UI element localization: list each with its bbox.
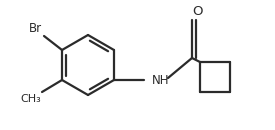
Text: NH: NH [152, 73, 169, 86]
Text: Br: Br [29, 22, 42, 35]
Text: CH₃: CH₃ [20, 94, 41, 104]
Text: O: O [192, 5, 202, 18]
